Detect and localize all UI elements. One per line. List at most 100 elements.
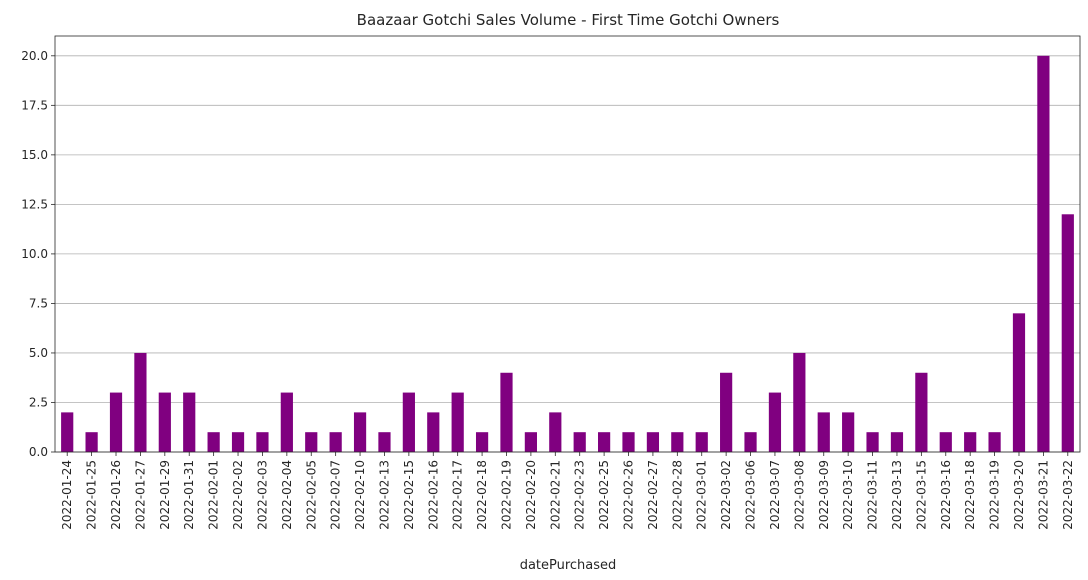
x-tick-label: 2022-03-15: [914, 460, 928, 530]
y-tick-label: 12.5: [21, 197, 48, 211]
y-tick-label: 17.5: [21, 98, 48, 112]
bar: [427, 412, 440, 452]
x-tick-label: 2022-03-11: [866, 460, 880, 530]
bar: [939, 432, 952, 452]
x-tick-label: 2022-03-21: [1036, 460, 1050, 530]
bars: [61, 55, 1074, 453]
x-tick-label: 2022-01-25: [85, 460, 99, 530]
y-tick-label: 0.0: [29, 445, 48, 459]
x-tick-label: 2022-02-01: [207, 460, 221, 530]
x-tick-label: 2022-02-19: [499, 460, 513, 530]
x-tick-label: 2022-03-16: [939, 460, 953, 530]
x-tick-label: 2022-01-29: [158, 460, 172, 530]
x-tick-label: 2022-02-20: [524, 460, 538, 530]
bar: [866, 432, 879, 452]
y-tick-label: 20.0: [21, 49, 48, 63]
bar: [768, 392, 782, 452]
x-tick-label: 2022-03-02: [719, 460, 733, 530]
axes: [54, 35, 1081, 453]
bar: [231, 432, 245, 452]
x-tick-label: 2022-03-01: [695, 460, 709, 530]
bar: [524, 432, 537, 452]
x-tick-label: 2022-03-06: [744, 460, 758, 530]
y-tick-label: 10.0: [21, 247, 48, 261]
bar: [1061, 214, 1074, 452]
x-tick-label: 2022-03-18: [963, 460, 977, 530]
x-tick-label: 2022-02-13: [377, 460, 391, 530]
x-tick-label: 2022-02-28: [670, 460, 684, 530]
bar: [573, 432, 586, 452]
x-tick-label: 2022-01-24: [60, 460, 74, 530]
x-tick-label: 2022-02-02: [231, 460, 245, 530]
bar: [500, 372, 513, 452]
bar: [109, 392, 123, 452]
bar: [964, 432, 977, 452]
x-tick-label: 2022-02-03: [255, 460, 269, 530]
plot-frame: [54, 35, 1081, 453]
bar: [329, 432, 342, 452]
bar: [988, 432, 1001, 452]
bar: [671, 432, 684, 452]
bar: [85, 432, 98, 452]
x-tick-label: 2022-03-19: [988, 460, 1002, 530]
bar: [280, 392, 293, 452]
x-tick-label: 2022-01-26: [109, 460, 123, 530]
bar: [646, 432, 660, 452]
x-tick-label: 2022-02-04: [280, 460, 294, 530]
x-tick-label: 2022-03-09: [817, 460, 831, 530]
bar: [1012, 313, 1026, 452]
bar: [890, 432, 904, 452]
x-tick-label: 2022-02-21: [548, 460, 562, 530]
x-tick-label: 2022-02-23: [573, 460, 587, 530]
bar: [720, 372, 733, 452]
x-axis-label: datePurchased: [520, 558, 617, 573]
x-tick-label: 2022-03-13: [890, 460, 904, 530]
bar: [817, 412, 830, 452]
bar: [158, 392, 171, 452]
bar: [207, 432, 220, 452]
x-tick-label: 2022-02-15: [402, 460, 416, 530]
bar: [744, 432, 757, 452]
x-tick-label: 2022-02-07: [329, 460, 343, 530]
bar: [451, 392, 464, 452]
bar: [402, 392, 415, 452]
bar: [842, 412, 855, 452]
x-tick-label: 2022-02-27: [646, 460, 660, 530]
grid-lines: [55, 55, 1080, 453]
x-tick-label: 2022-03-10: [841, 460, 855, 530]
y-tick-label: 7.5: [29, 296, 48, 310]
x-tick-label: 2022-03-08: [792, 460, 806, 530]
y-tick-label: 2.5: [29, 395, 48, 409]
chart-title: Baazaar Gotchi Sales Volume - First Time…: [357, 11, 780, 29]
bar: [1037, 55, 1050, 453]
y-axis-ticks: 0.0 2.5 5.0 7.5 10.0 12.5 15.0 17.5 20.0: [21, 49, 55, 459]
x-tick-label: 2022-02-17: [451, 460, 465, 530]
x-tick-label: 2022-02-16: [426, 460, 440, 530]
x-tick-label: 2022-03-07: [768, 460, 782, 530]
bar: [134, 352, 147, 452]
bar: [305, 432, 318, 452]
x-tick-label: 2022-02-26: [622, 460, 636, 530]
bar: [622, 432, 635, 452]
x-tick-label: 2022-02-10: [353, 460, 367, 530]
bar: [598, 432, 611, 452]
x-tick-label: 2022-03-20: [1012, 460, 1026, 530]
x-tick-label: 2022-02-25: [597, 460, 611, 530]
x-axis-ticks: 2022-01-24 2022-01-25 2022-01-26 2022-01-27…: [60, 452, 1075, 530]
x-tick-label: 2022-02-05: [304, 460, 318, 530]
bar: [695, 432, 708, 452]
x-tick-label: 2022-02-18: [475, 460, 489, 530]
y-tick-label: 15.0: [21, 148, 48, 162]
bar: [61, 412, 74, 452]
bar: [256, 432, 269, 452]
x-tick-label: 2022-01-27: [133, 460, 147, 530]
x-tick-label: 2022-03-22: [1061, 460, 1075, 530]
bar: [793, 352, 806, 452]
bar: [915, 372, 928, 452]
bar: [353, 412, 367, 452]
x-tick-label: 2022-01-31: [182, 460, 196, 530]
y-tick-label: 5.0: [29, 346, 48, 360]
bar: [475, 432, 489, 452]
bar: [378, 432, 391, 452]
bar: [183, 392, 196, 452]
